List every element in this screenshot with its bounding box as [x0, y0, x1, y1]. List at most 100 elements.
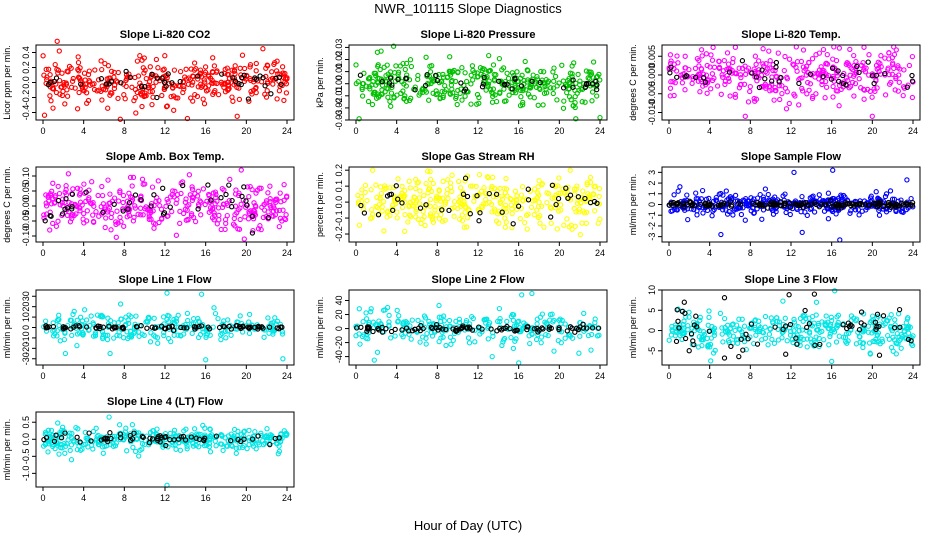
data-point [53, 75, 60, 81]
data-point [207, 449, 214, 455]
data-point [774, 202, 780, 208]
data-point [49, 188, 55, 194]
data-point [219, 204, 226, 211]
data-point [710, 198, 717, 205]
data-point [214, 198, 220, 204]
data-point [439, 207, 445, 213]
data-point [412, 326, 418, 333]
y-tick-label: -1.0 [21, 466, 31, 482]
data-point [538, 68, 544, 75]
data-point [679, 308, 685, 315]
data-point [859, 208, 865, 214]
data-point [90, 199, 96, 206]
data-point [143, 75, 149, 82]
data-point [462, 204, 468, 210]
data-point [390, 205, 396, 211]
data-point [720, 339, 726, 345]
data-point [130, 444, 136, 451]
data-point [71, 439, 77, 445]
data-point [717, 310, 724, 317]
data-point [798, 209, 804, 215]
data-point [111, 82, 118, 88]
data-point [762, 81, 768, 87]
data-point [100, 335, 106, 342]
data-point [363, 316, 370, 322]
data-point [738, 211, 745, 218]
x-tick-label: 12 [786, 248, 796, 258]
data-point [726, 78, 732, 84]
data-point [121, 92, 127, 98]
data-point [266, 324, 273, 330]
data-point [468, 72, 474, 78]
data-point [100, 324, 107, 330]
data-point [186, 172, 193, 178]
data-point [536, 178, 542, 184]
data-point [74, 106, 81, 112]
data-point [89, 81, 96, 87]
data-point [871, 86, 877, 92]
data-point [417, 205, 424, 211]
data-point [139, 103, 145, 110]
data-point [280, 207, 286, 213]
data-point [822, 95, 828, 101]
data-point [407, 212, 413, 218]
data-point [173, 200, 179, 206]
data-point [233, 450, 239, 456]
data-point [539, 325, 545, 331]
data-point [763, 61, 769, 67]
data-point [415, 216, 421, 223]
x-tick-label: 12 [473, 126, 483, 136]
data-point [388, 328, 395, 335]
data-point [464, 224, 470, 230]
panel-title: Slope Line 3 Flow [745, 274, 838, 286]
data-point [80, 87, 86, 93]
data-point [668, 201, 674, 207]
data-point [866, 202, 873, 208]
data-point [583, 80, 590, 87]
data-point [512, 203, 518, 209]
data-point [849, 79, 856, 86]
data-point [453, 93, 459, 100]
data-point [670, 199, 677, 206]
data-point [248, 88, 254, 95]
data-point [225, 317, 231, 323]
data-point [716, 64, 723, 71]
data-point [906, 62, 913, 69]
data-point [391, 95, 397, 101]
x-tick-label: 24 [282, 126, 292, 136]
data-point [752, 53, 759, 59]
data-point [134, 89, 140, 96]
data-point [909, 342, 916, 349]
data-point [553, 192, 559, 199]
data-point [224, 212, 230, 219]
data-point [399, 327, 405, 333]
data-point [720, 207, 726, 213]
data-point [859, 202, 865, 208]
data-point [395, 196, 401, 202]
data-point [186, 202, 192, 208]
data-point [518, 94, 524, 100]
data-point [206, 191, 212, 198]
data-point [732, 91, 738, 98]
data-point [139, 433, 145, 440]
data-point [160, 185, 166, 191]
data-point [692, 65, 699, 72]
data-point [835, 88, 841, 94]
data-point [443, 342, 449, 349]
x-tick-label: 12 [160, 126, 170, 136]
data-point [142, 206, 148, 212]
data-point [452, 78, 459, 85]
x-tick-label: 8 [122, 126, 127, 136]
data-point [791, 169, 797, 176]
data-point [794, 340, 801, 347]
data-point [200, 326, 206, 332]
data-point [159, 216, 165, 222]
data-point [734, 198, 741, 204]
y-tick-label: -0.01 [334, 86, 344, 107]
x-tick-label: 8 [748, 126, 753, 136]
data-point [435, 327, 441, 333]
data-point [465, 215, 471, 221]
data-point [272, 315, 278, 321]
data-point [113, 440, 119, 446]
data-point [149, 436, 156, 442]
